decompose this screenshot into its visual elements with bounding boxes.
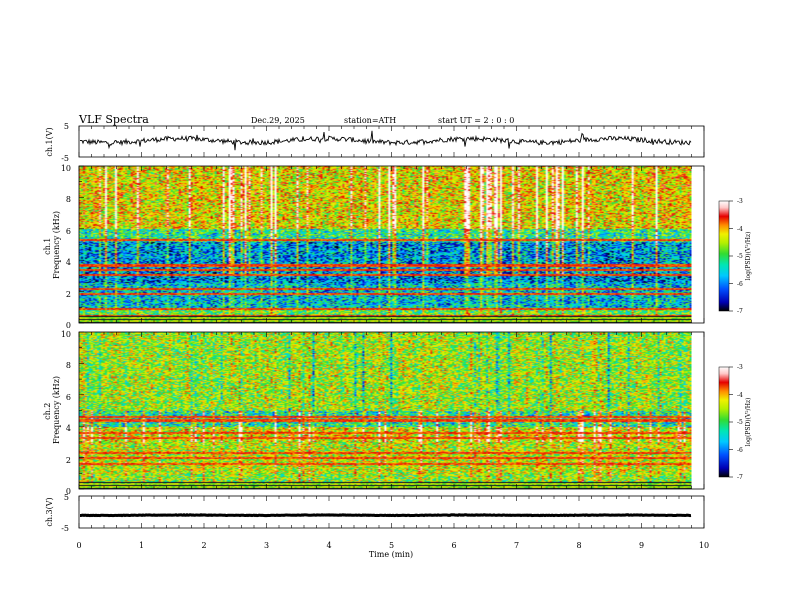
ch3-ylabel: ch.3(V) [45,497,54,526]
station-label: station=ATH [344,116,396,125]
ch2-freq-tick: 0 [66,487,71,496]
ch1-waveform-panel: 5 -5 ch.1(V) [45,122,705,163]
x-tick-label: 6 [451,541,456,550]
ch2-ylabel-line2: Frequency (kHz) [52,376,61,444]
ch1-freq-tick: 4 [66,258,71,267]
x-tick-label: 0 [76,541,81,550]
ch2-cb-tick: -7 [737,474,743,481]
ch2-spectrogram-image [79,332,692,489]
x-axis-tick-labels: 0 1 2 3 4 5 6 7 8 9 10 [76,541,709,550]
ch1-ylabel-line1: ch.1 [43,238,52,255]
ch3-waveform-line [80,513,692,518]
ch1-ylabel-line2: Frequency (kHz) [52,211,61,279]
ch1-colorbar-gradient [718,200,730,312]
ch2-freq-tick: 10 [61,330,71,339]
ch2-freq-tick: 2 [66,456,71,465]
x-tick-label: 9 [639,541,644,550]
ch2-cb-tick: -4 [737,392,743,399]
ch1-freq-tick: 8 [66,195,71,204]
ch1-cb-tick: -7 [737,308,743,315]
x-tick-label: 10 [699,541,709,550]
figure-title: VLF Spectra [78,113,149,126]
ch1-colorbar-label: log(PSD)(V²/Hz) [745,232,752,281]
x-tick-label: 1 [139,541,144,550]
ch2-cb-tick: -3 [737,364,743,371]
ch1-spectrogram-image [79,166,692,323]
x-tick-label: 3 [264,541,269,550]
ch3-ytick-bottom: -5 [61,524,69,533]
ch1-freq-tick: 2 [66,290,71,299]
ch1-freq-tick: 10 [61,164,71,173]
ch1-freq-tick: 0 [66,321,71,330]
ch2-cb-tick: -6 [737,447,743,454]
ch1-cb-tick: -5 [737,253,743,260]
ch1-ylabel: ch.1(V) [45,127,54,156]
x-tick-label: 4 [326,541,331,550]
ch2-spectrogram-panel: 10 8 6 4 2 0 ch.2 Frequency (kHz) [43,330,705,496]
x-axis-ticks [78,126,705,528]
ch1-cb-tick: -6 [737,281,743,288]
ch2-freq-tick: 6 [66,393,71,402]
ch3-waveform-panel: 5 -5 ch.3(V) [45,493,705,533]
ch1-spectrogram-ylabel: ch.1 Frequency (kHz) [43,211,61,279]
x-tick-label: 5 [389,541,394,550]
ch1-colorbar: -3 -4 -5 -6 -7 log(PSD)(V²/Hz) [718,198,752,315]
ch1-cb-tick: -4 [737,226,743,233]
ch1-ytick-top: 5 [64,122,69,131]
x-axis-label: Time (min) [369,550,413,559]
ch1-spectrogram-panel: 10 8 6 4 2 0 ch.1 Frequency (kHz) [43,164,705,330]
ch1-ytick-bottom: -5 [61,154,69,163]
start-ut-label: start UT = 2 : 0 : 0 [438,116,514,125]
ch3-ytick-top: 5 [64,493,69,502]
ch1-cb-tick: -3 [737,198,743,205]
x-tick-label: 2 [201,541,206,550]
date-label: Dec.29, 2025 [251,116,305,125]
ch2-colorbar-label: log(PSD)(V²/Hz) [745,398,752,447]
x-tick-label: 7 [514,541,519,550]
x-tick-label: 8 [576,541,581,550]
ch2-colorbar: -3 -4 -5 -6 -7 log(PSD)(V²/Hz) [718,364,752,481]
ch1-waveform-line [79,130,692,151]
ch1-freq-tick: 6 [66,227,71,236]
ch2-colorbar-gradient [718,366,730,478]
ch2-freq-tick: 4 [66,424,71,433]
ch2-cb-tick: -5 [737,419,743,426]
ch2-ylabel-line1: ch.2 [43,403,52,420]
ch2-spectrogram-ylabel: ch.2 Frequency (kHz) [43,376,61,444]
ch2-freq-tick: 8 [66,361,71,370]
